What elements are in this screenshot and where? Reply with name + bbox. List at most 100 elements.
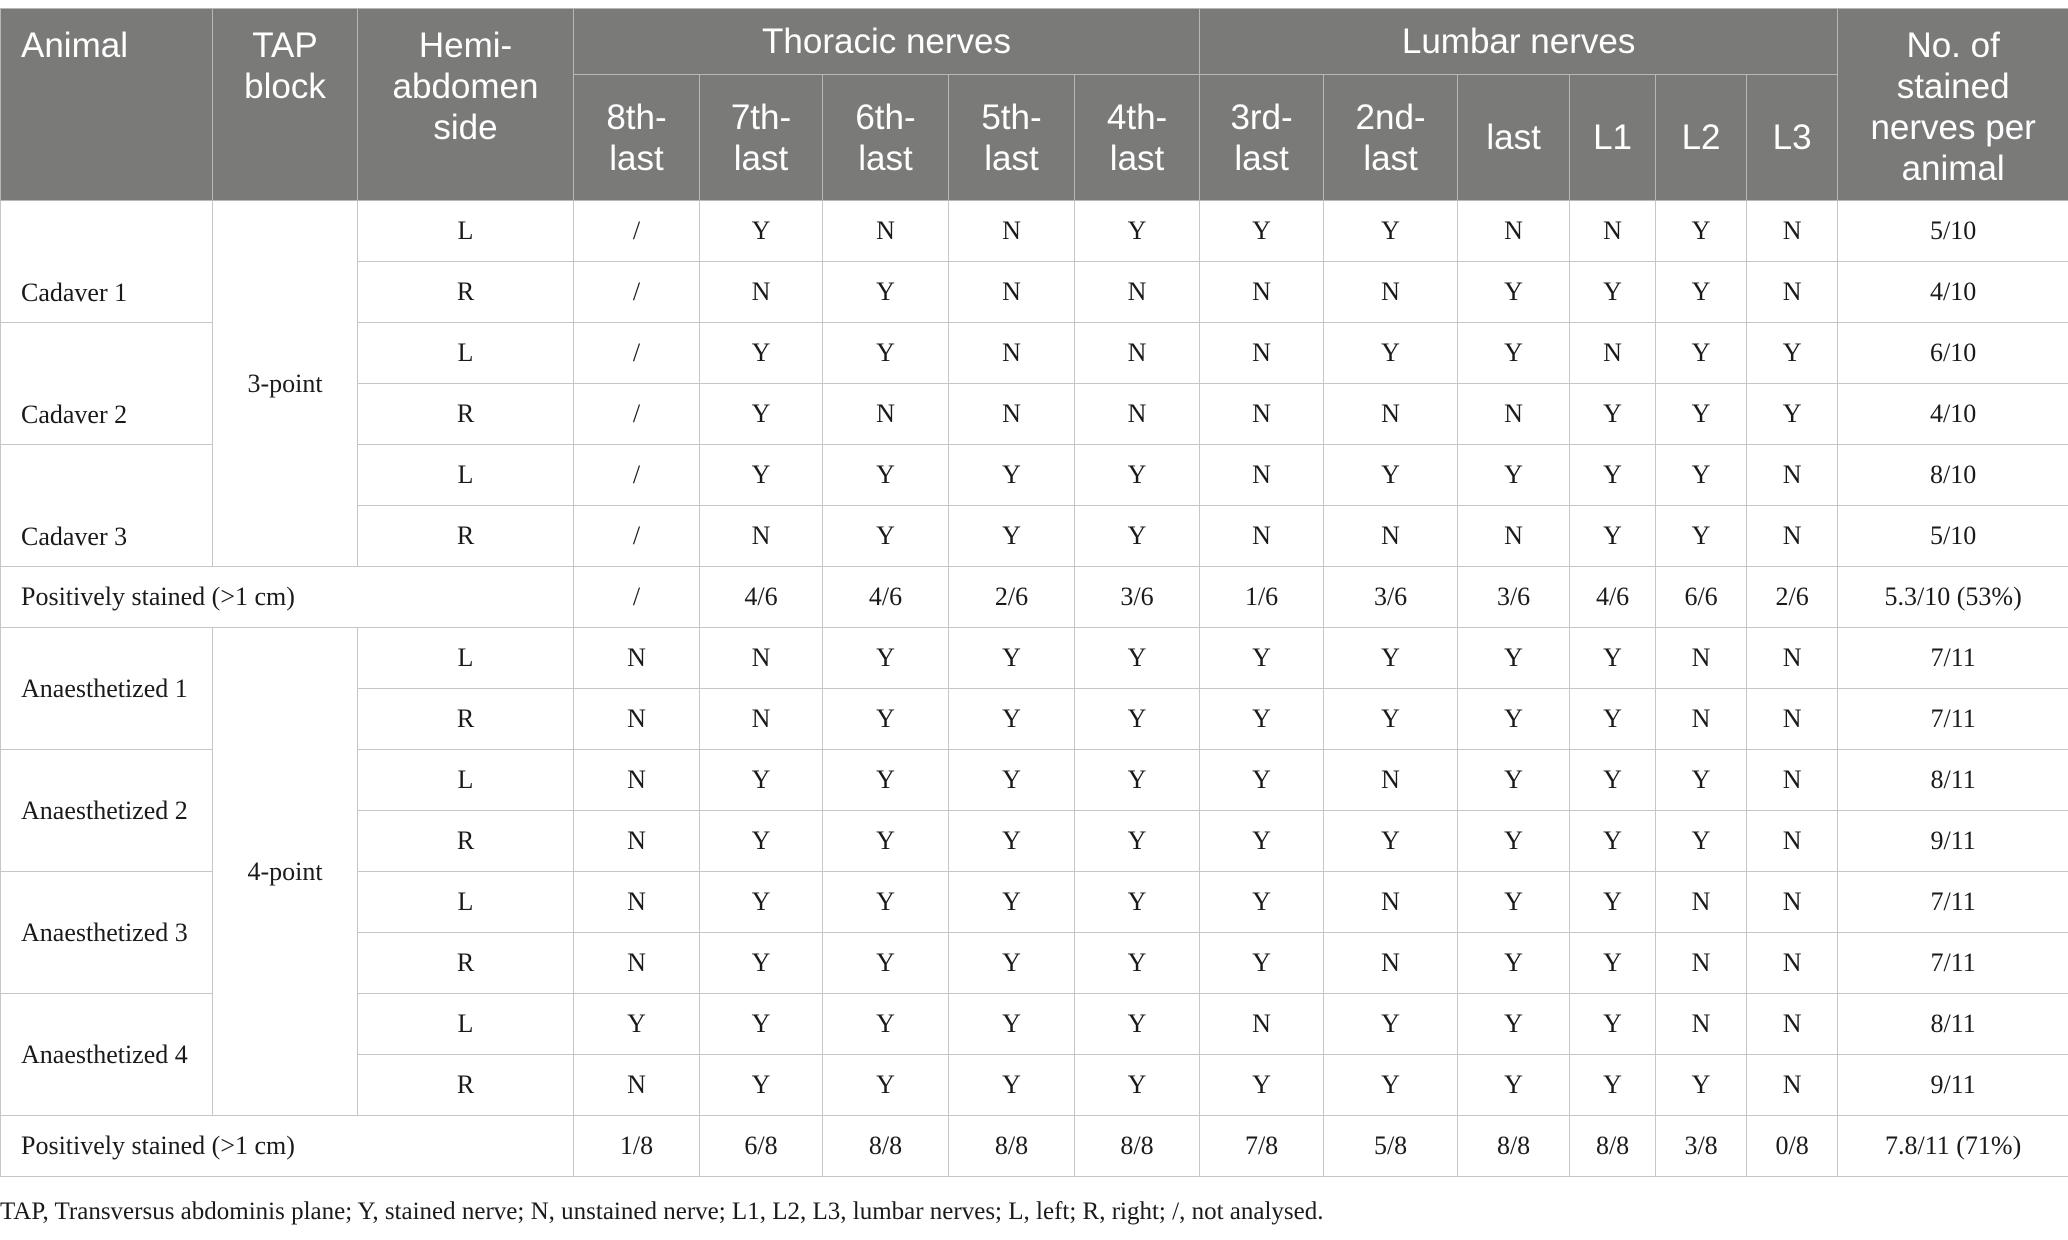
nerve-stain-cell: /: [573, 505, 700, 567]
summary-label: Positively stained (>1 cm): [0, 566, 574, 628]
tap-block-type: 4-point: [212, 627, 358, 1116]
nerve-stain-cell: N: [699, 688, 823, 750]
stained-count: 7/11: [1837, 688, 2068, 750]
nerve-stain-cell: N: [573, 1054, 700, 1116]
nerve-stain-cell: Y: [822, 932, 949, 994]
nerve-stain-cell: N: [1746, 871, 1839, 933]
table-row: Cadaver 1 3-point L / Y N N Y Y Y N N Y N 5/10: [0, 200, 2068, 567]
header-nerve-label: L2: [1681, 118, 1721, 157]
animal-name: Cadaver 1: [0, 200, 213, 323]
nerve-stain-cell: Y: [948, 505, 1075, 567]
nerve-stain-cell: N: [699, 627, 823, 689]
header-nerve-label: 3rd-last: [1230, 97, 1293, 178]
summary-value: 3/6: [1073, 566, 1201, 628]
nerve-stain-cell: N: [1323, 383, 1459, 445]
summary-value: 6/6: [1655, 566, 1748, 628]
nerve-stain-cell: Y: [1199, 932, 1325, 994]
header-stained-count-label: No. of stained nerves per animal: [1870, 26, 2036, 188]
nerve-stain-cell: N: [1746, 444, 1839, 506]
header-lumbar-nerves: Lumbar nerves: [1199, 8, 1839, 75]
nerve-stain-cell: N: [1323, 871, 1459, 933]
nerve-stain-cell: Y: [1746, 322, 1839, 384]
summary-value: 8/8: [1569, 1115, 1657, 1177]
header-thoracic-nerves: Thoracic nerves: [572, 8, 1201, 75]
nerve-stain-cell: N: [1323, 261, 1459, 323]
hemi-side: L: [357, 749, 574, 811]
nerve-stain-cell: N: [1073, 261, 1201, 323]
table-container: Animal TAP block Hemi-abdomen side Thora…: [0, 8, 2068, 1177]
summary-value: 0/8: [1746, 1115, 1839, 1177]
nerve-stain-cell: Y: [1073, 444, 1201, 506]
nerve-stain-cell: Y: [948, 932, 1075, 994]
nerve-stain-cell: N: [1746, 627, 1839, 689]
table-body: Cadaver 1 3-point L / Y N N Y Y Y N N Y N 5/10 R / N Y N N N N…: [0, 200, 2068, 1177]
nerve-stain-cell: Y: [1457, 1054, 1571, 1116]
nerve-stain-cell: /: [573, 383, 700, 445]
nerve-stain-cell: Y: [1073, 932, 1201, 994]
nerve-stain-cell: Y: [822, 627, 949, 689]
header-nerve-7: last: [1457, 74, 1571, 201]
nerve-stain-cell: Y: [1073, 871, 1201, 933]
animal-name: Anaesthetized 1: [0, 627, 213, 750]
nerve-stain-cell: /: [573, 261, 700, 323]
nerve-stain-cell: Y: [822, 322, 949, 384]
hemi-side: R: [357, 383, 574, 445]
nerve-stain-cell: Y: [699, 200, 823, 262]
hemi-side: L: [357, 322, 574, 384]
nerve-stain-cell: Y: [1323, 200, 1459, 262]
nerve-stain-cell: Y: [1457, 444, 1571, 506]
nerve-stain-cell: Y: [822, 261, 949, 323]
nerve-stain-cell: N: [1655, 627, 1748, 689]
nerve-stain-cell: Y: [1073, 200, 1201, 262]
nerve-stain-cell: N: [1746, 688, 1839, 750]
nerve-stain-cell: N: [1073, 322, 1201, 384]
tap-block-type: 3-point: [212, 200, 358, 567]
nerve-stain-cell: Y: [1655, 810, 1748, 872]
nerve-stain-cell: N: [573, 871, 700, 933]
header-nerve-3: 5th-last: [948, 74, 1075, 201]
table-row: Anaesthetized 1 4-point L N N Y Y Y Y Y Y Y N N 7/11: [0, 627, 2068, 1116]
nerve-stain-cell: Y: [1569, 871, 1657, 933]
nerve-stain-cell: Y: [1655, 505, 1748, 567]
stained-count: 7/11: [1837, 871, 2068, 933]
nerve-stain-cell: N: [573, 749, 700, 811]
header-animal: Animal: [0, 8, 213, 201]
hemi-side: R: [357, 1054, 574, 1116]
nerve-stain-cell: Y: [822, 688, 949, 750]
nerve-stain-cell: N: [1199, 261, 1325, 323]
hemi-side: L: [357, 993, 574, 1055]
stained-count: 4/10: [1837, 261, 2068, 323]
hemi-side: L: [357, 444, 574, 506]
nerve-stain-cell: N: [1323, 749, 1459, 811]
hemi-side: L: [357, 200, 574, 262]
hemi-side: R: [357, 810, 574, 872]
nerve-stain-cell: Y: [1457, 871, 1571, 933]
nerve-stain-cell: Y: [1457, 993, 1571, 1055]
header-nerve-label: L3: [1772, 118, 1812, 157]
nerve-stain-cell: N: [1746, 505, 1839, 567]
nerve-stain-cell: Y: [1323, 444, 1459, 506]
table-row: Cadaver 2 L / Y Y N N N Y Y N Y Y 6/10: [0, 322, 2068, 445]
stained-count: 5/10: [1837, 200, 2068, 262]
nerve-stain-cell: N: [1746, 1054, 1839, 1116]
summary-count: 7.8/11 (71%): [1837, 1115, 2068, 1177]
nerve-stain-cell: N: [1655, 688, 1748, 750]
header-nerve-label: 8th-last: [606, 97, 667, 178]
nerve-stain-cell: Y: [699, 810, 823, 872]
nerve-stain-cell: N: [573, 688, 700, 750]
nerve-stain-cell: N: [948, 383, 1075, 445]
summary-value: 3/8: [1655, 1115, 1748, 1177]
nerve-stain-cell: N: [1655, 932, 1748, 994]
header-stained-count: No. of stained nerves per animal: [1837, 8, 2068, 201]
hemi-side: R: [357, 932, 574, 994]
nerve-stain-cell: N: [1323, 505, 1459, 567]
nerve-stain-cell: Y: [1073, 1054, 1201, 1116]
nerve-stain-cell: Y: [1199, 627, 1325, 689]
nerve-stain-cell: Y: [1323, 688, 1459, 750]
stained-count: 8/11: [1837, 749, 2068, 811]
nerve-stain-cell: N: [1073, 383, 1201, 445]
nerve-stain-cell: Y: [1746, 383, 1839, 445]
header-nerve-5: 3rd-last: [1199, 74, 1325, 201]
nerve-stain-cell: Y: [948, 688, 1075, 750]
nerve-stain-cell: Y: [1569, 383, 1657, 445]
